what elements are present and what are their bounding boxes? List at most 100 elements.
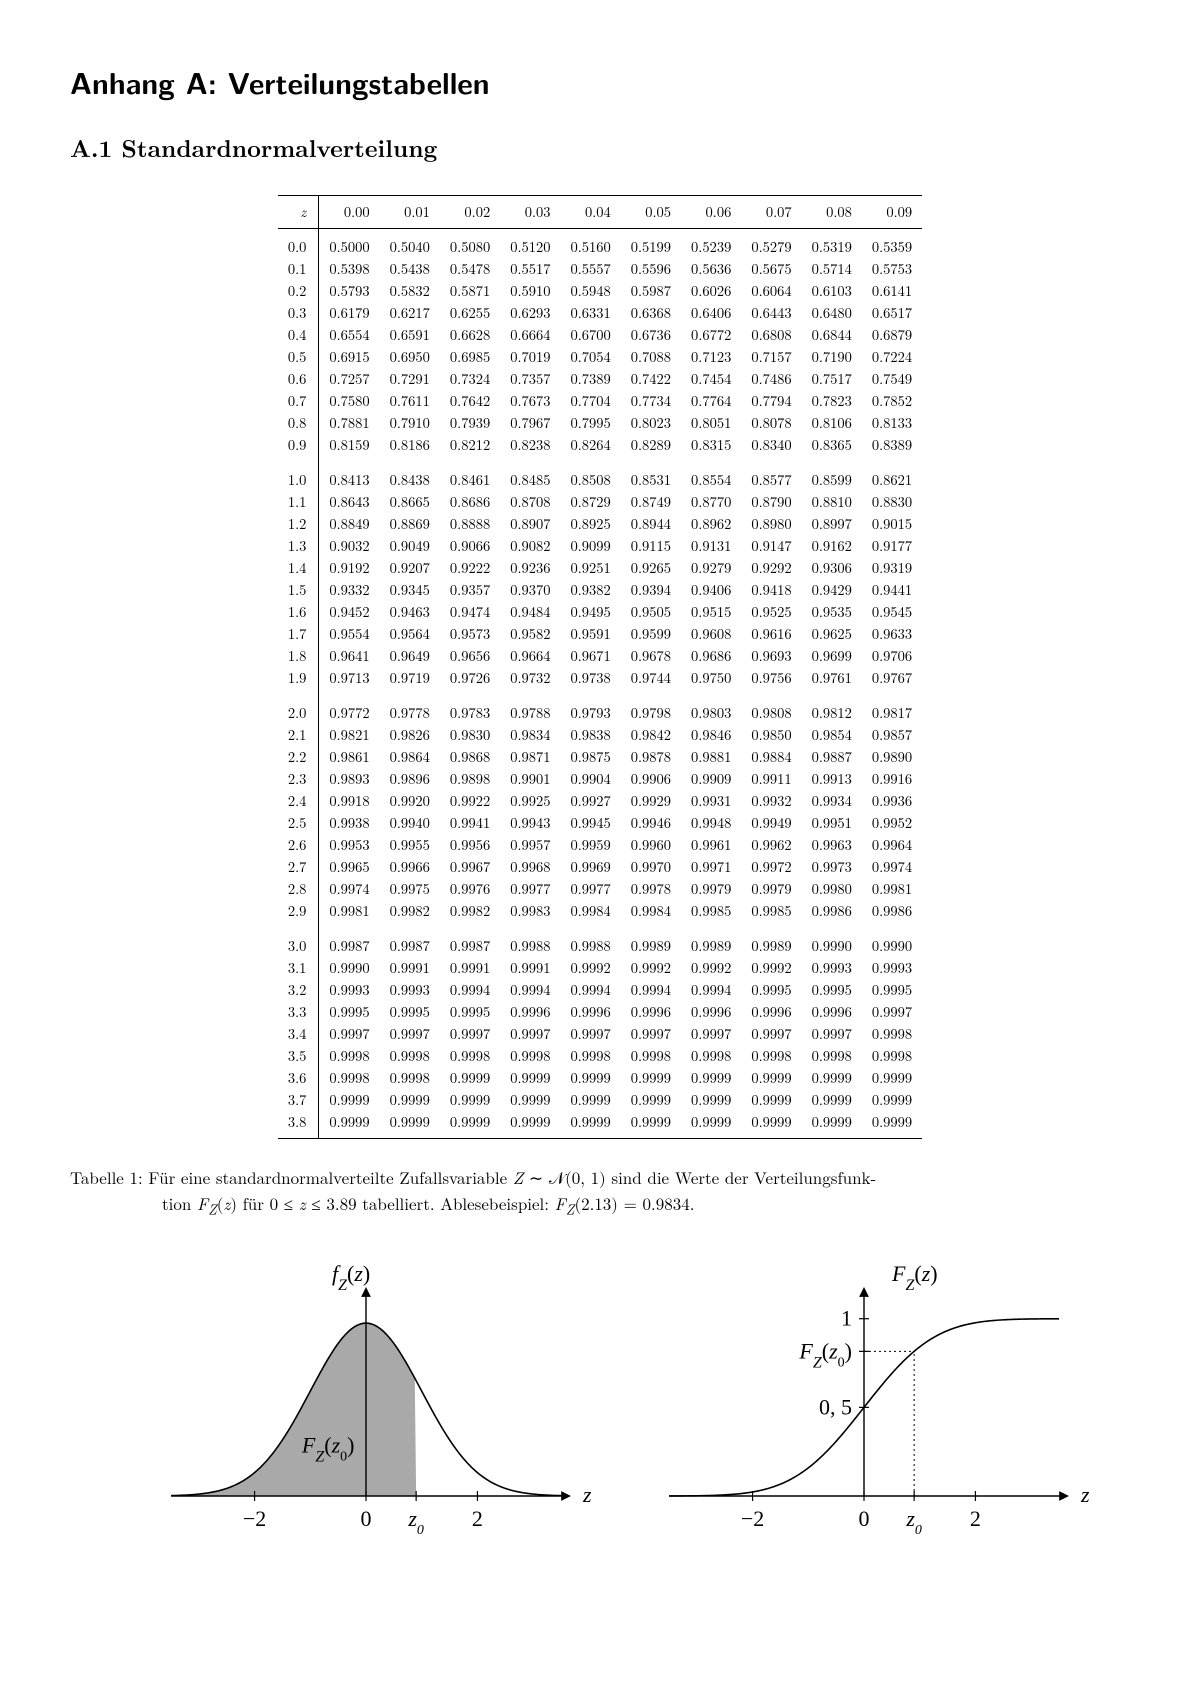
row-header: 1.1 xyxy=(278,491,319,513)
cell: 0.9812 xyxy=(802,689,862,724)
cell: 0.9946 xyxy=(621,812,681,834)
cell: 0.9979 xyxy=(681,878,741,900)
cell: 0.9719 xyxy=(380,667,440,689)
cell: 0.9980 xyxy=(802,878,862,900)
cell: 0.9990 xyxy=(862,922,922,957)
cell: 0.5120 xyxy=(500,229,560,259)
cell: 0.6217 xyxy=(380,302,440,324)
table-row: 0.50.69150.69500.69850.70190.70540.70880… xyxy=(278,346,922,368)
cell: 0.8997 xyxy=(802,513,862,535)
cell: 0.7190 xyxy=(802,346,862,368)
cell: 0.9999 xyxy=(560,1111,620,1139)
cell: 0.9452 xyxy=(319,601,380,623)
row-header: 3.0 xyxy=(278,922,319,957)
row-header: 1.9 xyxy=(278,667,319,689)
table-row: 0.40.65540.65910.66280.66640.67000.67360… xyxy=(278,324,922,346)
table-row: 1.70.95540.95640.95730.95820.95910.95990… xyxy=(278,623,922,645)
cell: 0.9995 xyxy=(862,979,922,1001)
row-header: 3.5 xyxy=(278,1045,319,1067)
col-header: 0.09 xyxy=(862,196,922,229)
cell: 0.9972 xyxy=(741,856,801,878)
cell: 0.8810 xyxy=(802,491,862,513)
cell: 0.9878 xyxy=(621,746,681,768)
cell: 0.8686 xyxy=(440,491,500,513)
cell: 0.9147 xyxy=(741,535,801,557)
row-header: 2.9 xyxy=(278,900,319,922)
section-title: A.1 Standardnormalverteilung xyxy=(70,131,1130,165)
cell: 0.9887 xyxy=(802,746,862,768)
cell: 0.9996 xyxy=(741,1001,801,1023)
table-row: 2.70.99650.99660.99670.99680.99690.99700… xyxy=(278,856,922,878)
row-header: 0.6 xyxy=(278,368,319,390)
cell: 0.9515 xyxy=(681,601,741,623)
cell: 0.9997 xyxy=(802,1023,862,1045)
cell: 0.7291 xyxy=(380,368,440,390)
cell: 0.5239 xyxy=(681,229,741,259)
cell: 0.9999 xyxy=(741,1067,801,1089)
col-header: 0.07 xyxy=(741,196,801,229)
cell: 0.8389 xyxy=(862,434,922,456)
cell: 0.7734 xyxy=(621,390,681,412)
cell: 0.8438 xyxy=(380,456,440,491)
cell: 0.7454 xyxy=(681,368,741,390)
cell: 0.6985 xyxy=(440,346,500,368)
cell: 0.9726 xyxy=(440,667,500,689)
cell: 0.9992 xyxy=(681,957,741,979)
table-caption: Tabelle 1: Für eine standardnormalvertei… xyxy=(70,1165,1130,1220)
cell: 0.7389 xyxy=(560,368,620,390)
cell: 0.8413 xyxy=(319,456,380,491)
cell: 0.5319 xyxy=(802,229,862,259)
cell: 0.9969 xyxy=(560,856,620,878)
cell: 0.9999 xyxy=(319,1111,380,1139)
cell: 0.9984 xyxy=(621,900,681,922)
cell: 0.9982 xyxy=(440,900,500,922)
cell: 0.9931 xyxy=(681,790,741,812)
cell: 0.9998 xyxy=(741,1045,801,1067)
cell: 0.9981 xyxy=(862,878,922,900)
cell: 0.5000 xyxy=(319,229,380,259)
cell: 0.7823 xyxy=(802,390,862,412)
cell: 0.7422 xyxy=(621,368,681,390)
cell: 0.9875 xyxy=(560,746,620,768)
col-header: 0.04 xyxy=(560,196,620,229)
cell: 0.9625 xyxy=(802,623,862,645)
table-row: 2.50.99380.99400.99410.99430.99450.99460… xyxy=(278,812,922,834)
cell: 0.9971 xyxy=(681,856,741,878)
cell: 0.8212 xyxy=(440,434,500,456)
cell: 0.9463 xyxy=(380,601,440,623)
cell: 0.9988 xyxy=(500,922,560,957)
cell: 0.7852 xyxy=(862,390,922,412)
cell: 0.9265 xyxy=(621,557,681,579)
col-header: 0.00 xyxy=(319,196,380,229)
cell: 0.5040 xyxy=(380,229,440,259)
row-header: 0.3 xyxy=(278,302,319,324)
cell: 0.9996 xyxy=(621,1001,681,1023)
cell: 0.9429 xyxy=(802,579,862,601)
cell: 0.8264 xyxy=(560,434,620,456)
cell: 0.9998 xyxy=(681,1045,741,1067)
cell: 0.9838 xyxy=(560,724,620,746)
cell: 0.8849 xyxy=(319,513,380,535)
cell: 0.9850 xyxy=(741,724,801,746)
cell: 0.9656 xyxy=(440,645,500,667)
cell: 0.9671 xyxy=(560,645,620,667)
table-row: 1.50.93320.93450.93570.93700.93820.93940… xyxy=(278,579,922,601)
table-row: 3.30.99950.99950.99950.99960.99960.99960… xyxy=(278,1001,922,1023)
pdf-plot: −202z0zfZ(z)FZ(z0) xyxy=(111,1256,591,1546)
cell: 0.8925 xyxy=(560,513,620,535)
row-header: 3.1 xyxy=(278,957,319,979)
cell: 0.7088 xyxy=(621,346,681,368)
cell: 0.6879 xyxy=(862,324,922,346)
cell: 0.9967 xyxy=(440,856,500,878)
cell: 0.9564 xyxy=(380,623,440,645)
cell: 0.5080 xyxy=(440,229,500,259)
cell: 0.5478 xyxy=(440,258,500,280)
cell: 0.5359 xyxy=(862,229,922,259)
table-row: 0.80.78810.79100.79390.79670.79950.80230… xyxy=(278,412,922,434)
cell: 0.9991 xyxy=(500,957,560,979)
row-header: 2.5 xyxy=(278,812,319,834)
cell: 0.9953 xyxy=(319,834,380,856)
cdf-plot: −202z0zFZ(z)0, 51FZ(z0) xyxy=(609,1256,1089,1546)
cell: 0.9798 xyxy=(621,689,681,724)
cell: 0.9484 xyxy=(500,601,560,623)
